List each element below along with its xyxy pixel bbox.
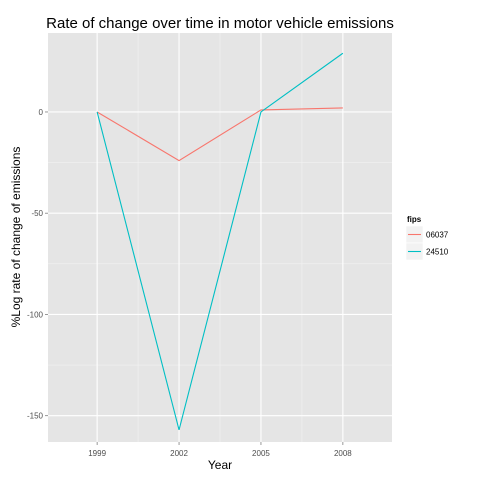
legend-title: fips (407, 215, 422, 224)
y-tick-label: -50 (31, 209, 43, 218)
x-tick-label: 1999 (88, 449, 106, 458)
chart-title: Rate of change over time in motor vehicl… (46, 15, 394, 32)
x-tick-label: 2008 (334, 449, 352, 458)
y-tick-label: -100 (27, 310, 44, 319)
x-axis-ticks: 1999 2002 2005 2008 (88, 442, 352, 458)
y-tick-label: -150 (27, 412, 44, 421)
series-line-06037 (96, 107, 343, 162)
legend-label: 24510 (426, 248, 449, 257)
y-tick-label: 0 (39, 108, 44, 117)
x-axis-title: Year (208, 458, 232, 472)
series-line-24510 (96, 52, 344, 430)
x-tick-label: 2002 (170, 449, 188, 458)
legend-label: 06037 (426, 231, 449, 240)
series-lines (96, 52, 344, 430)
y-axis-title: %Log rate of change of emissions (9, 147, 23, 328)
y-axis-ticks: 0 -50 -100 -150 (27, 108, 48, 421)
x-tick-label: 2005 (252, 449, 270, 458)
gridlines (48, 33, 392, 442)
legend: fips 06037 24510 (405, 215, 449, 261)
